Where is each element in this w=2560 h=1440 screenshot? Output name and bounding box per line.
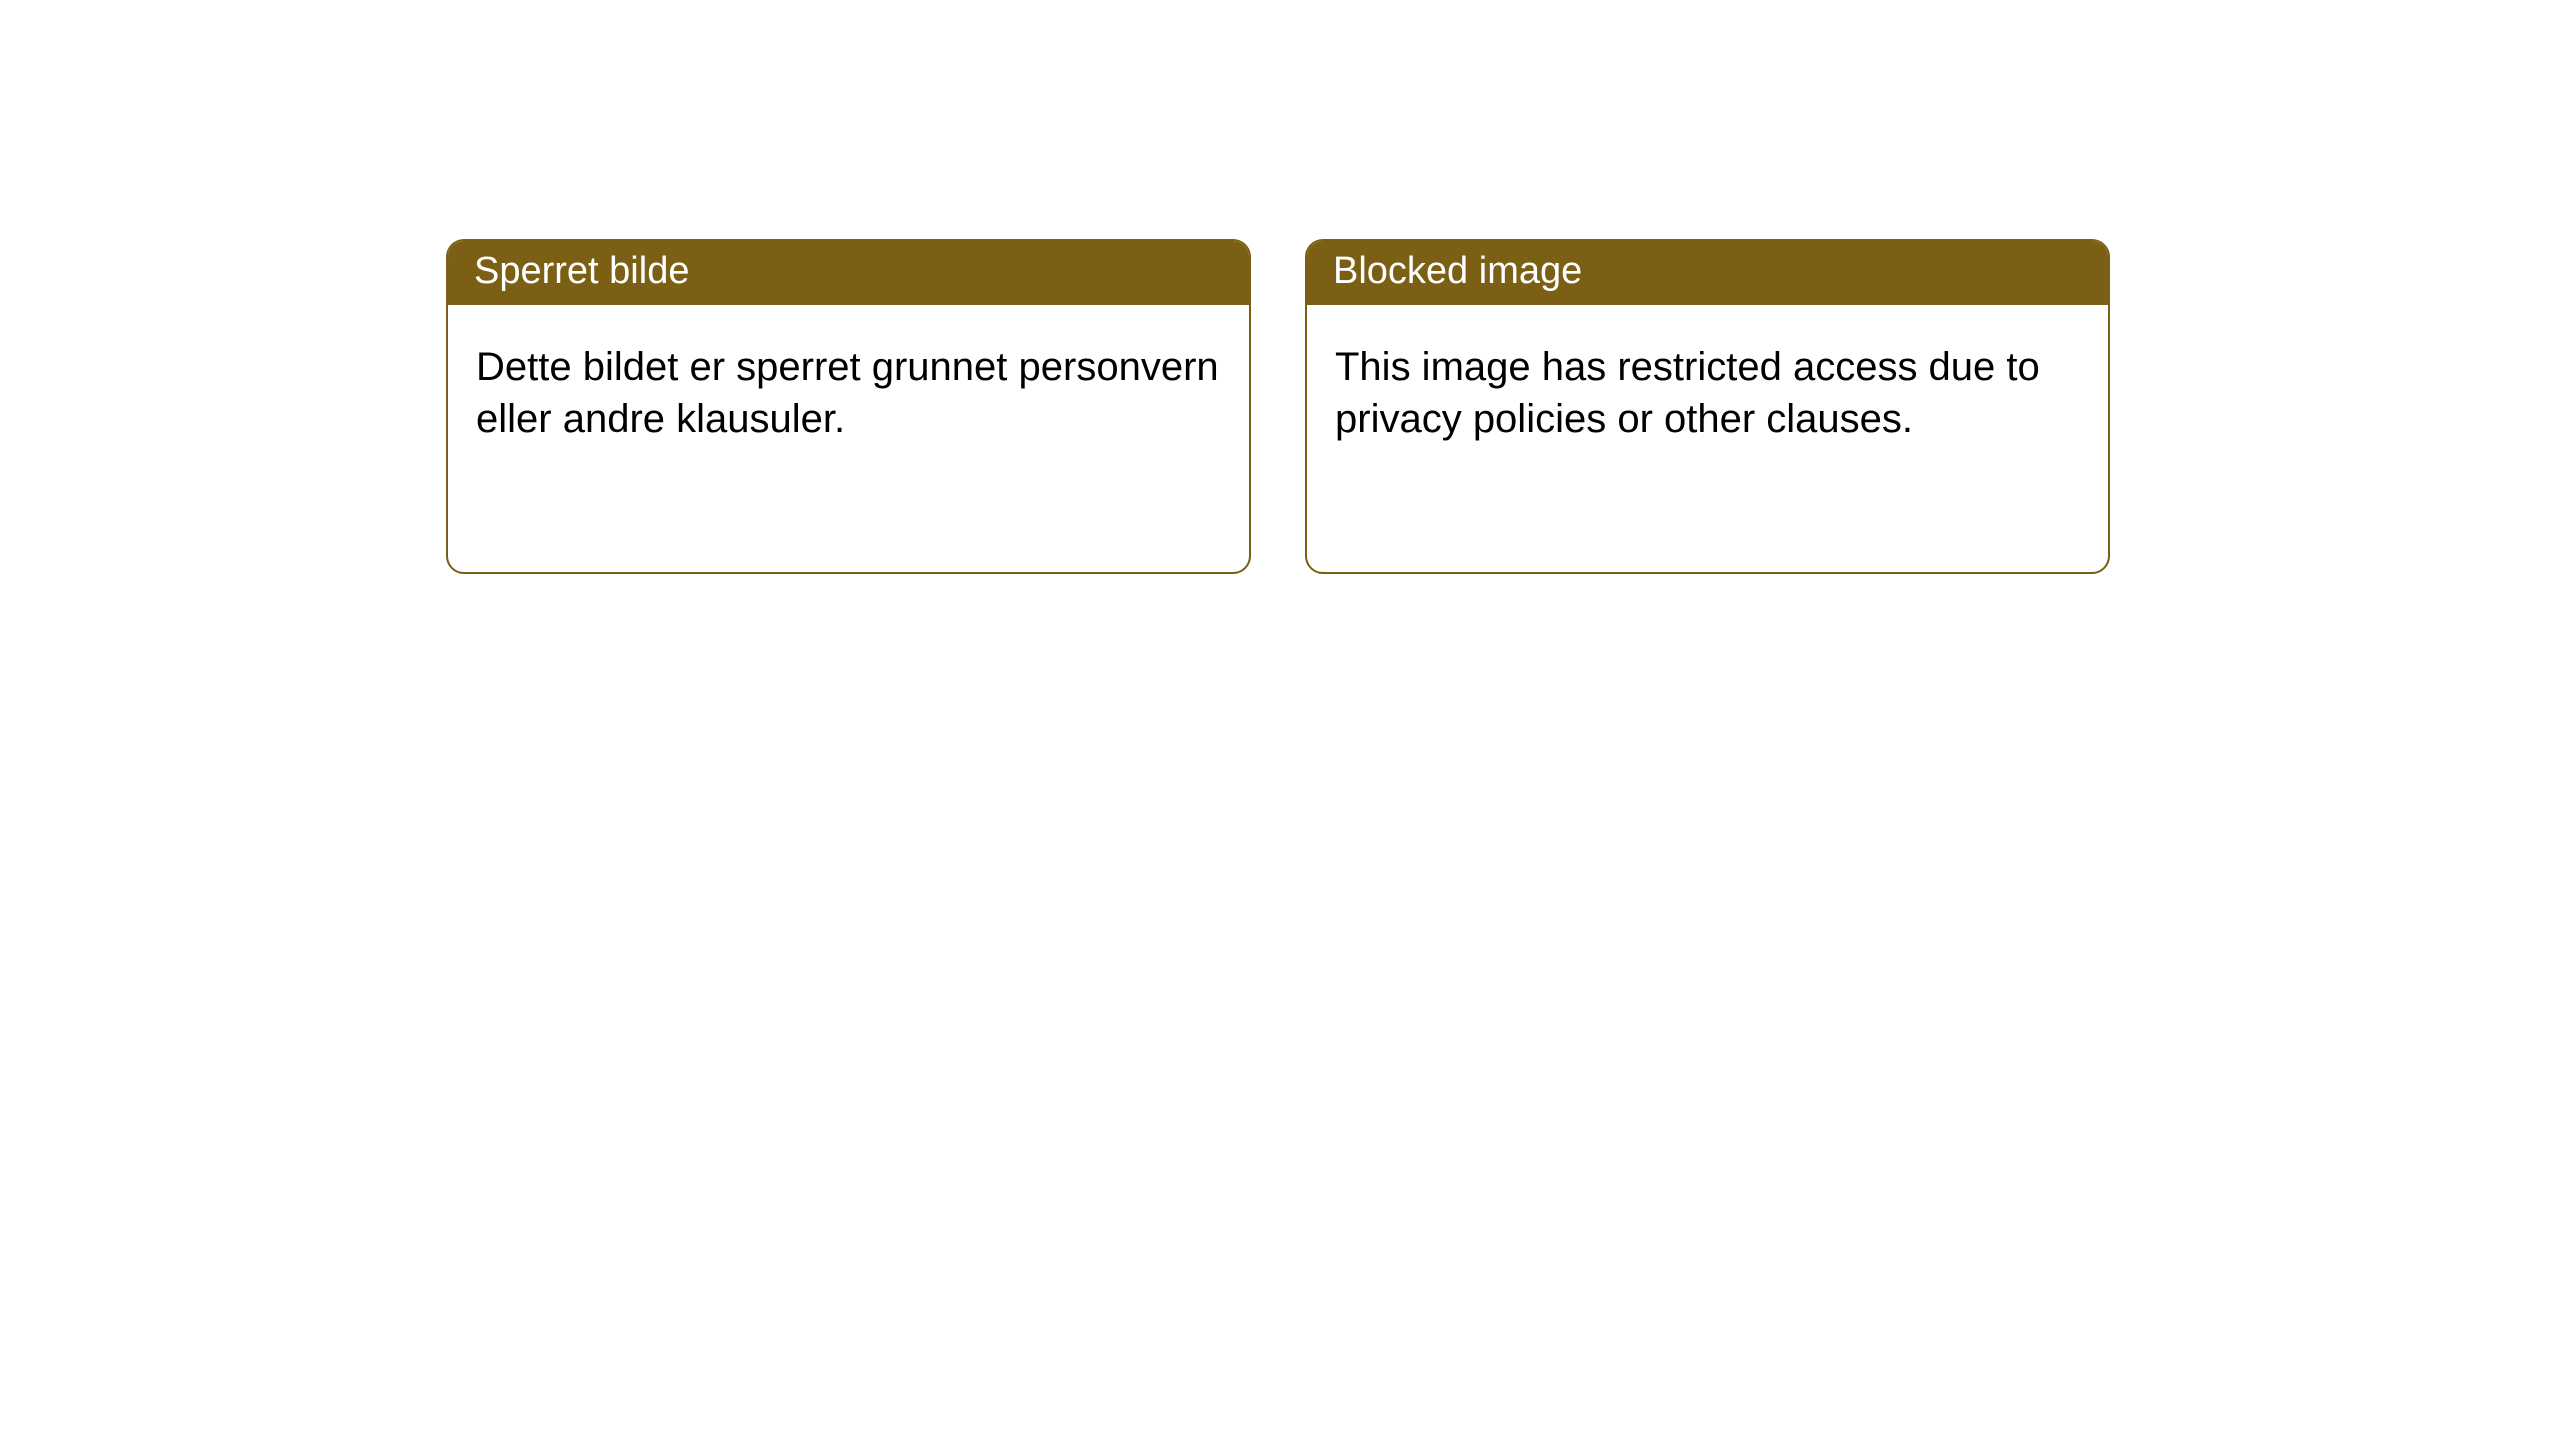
notice-header-english: Blocked image xyxy=(1307,241,2108,305)
notice-body-norwegian: Dette bildet er sperret grunnet personve… xyxy=(448,305,1249,473)
notice-container: Sperret bilde Dette bildet er sperret gr… xyxy=(0,0,2560,574)
notice-header-norwegian: Sperret bilde xyxy=(448,241,1249,305)
notice-box-norwegian: Sperret bilde Dette bildet er sperret gr… xyxy=(446,239,1251,574)
notice-box-english: Blocked image This image has restricted … xyxy=(1305,239,2110,574)
notice-body-english: This image has restricted access due to … xyxy=(1307,305,2108,473)
